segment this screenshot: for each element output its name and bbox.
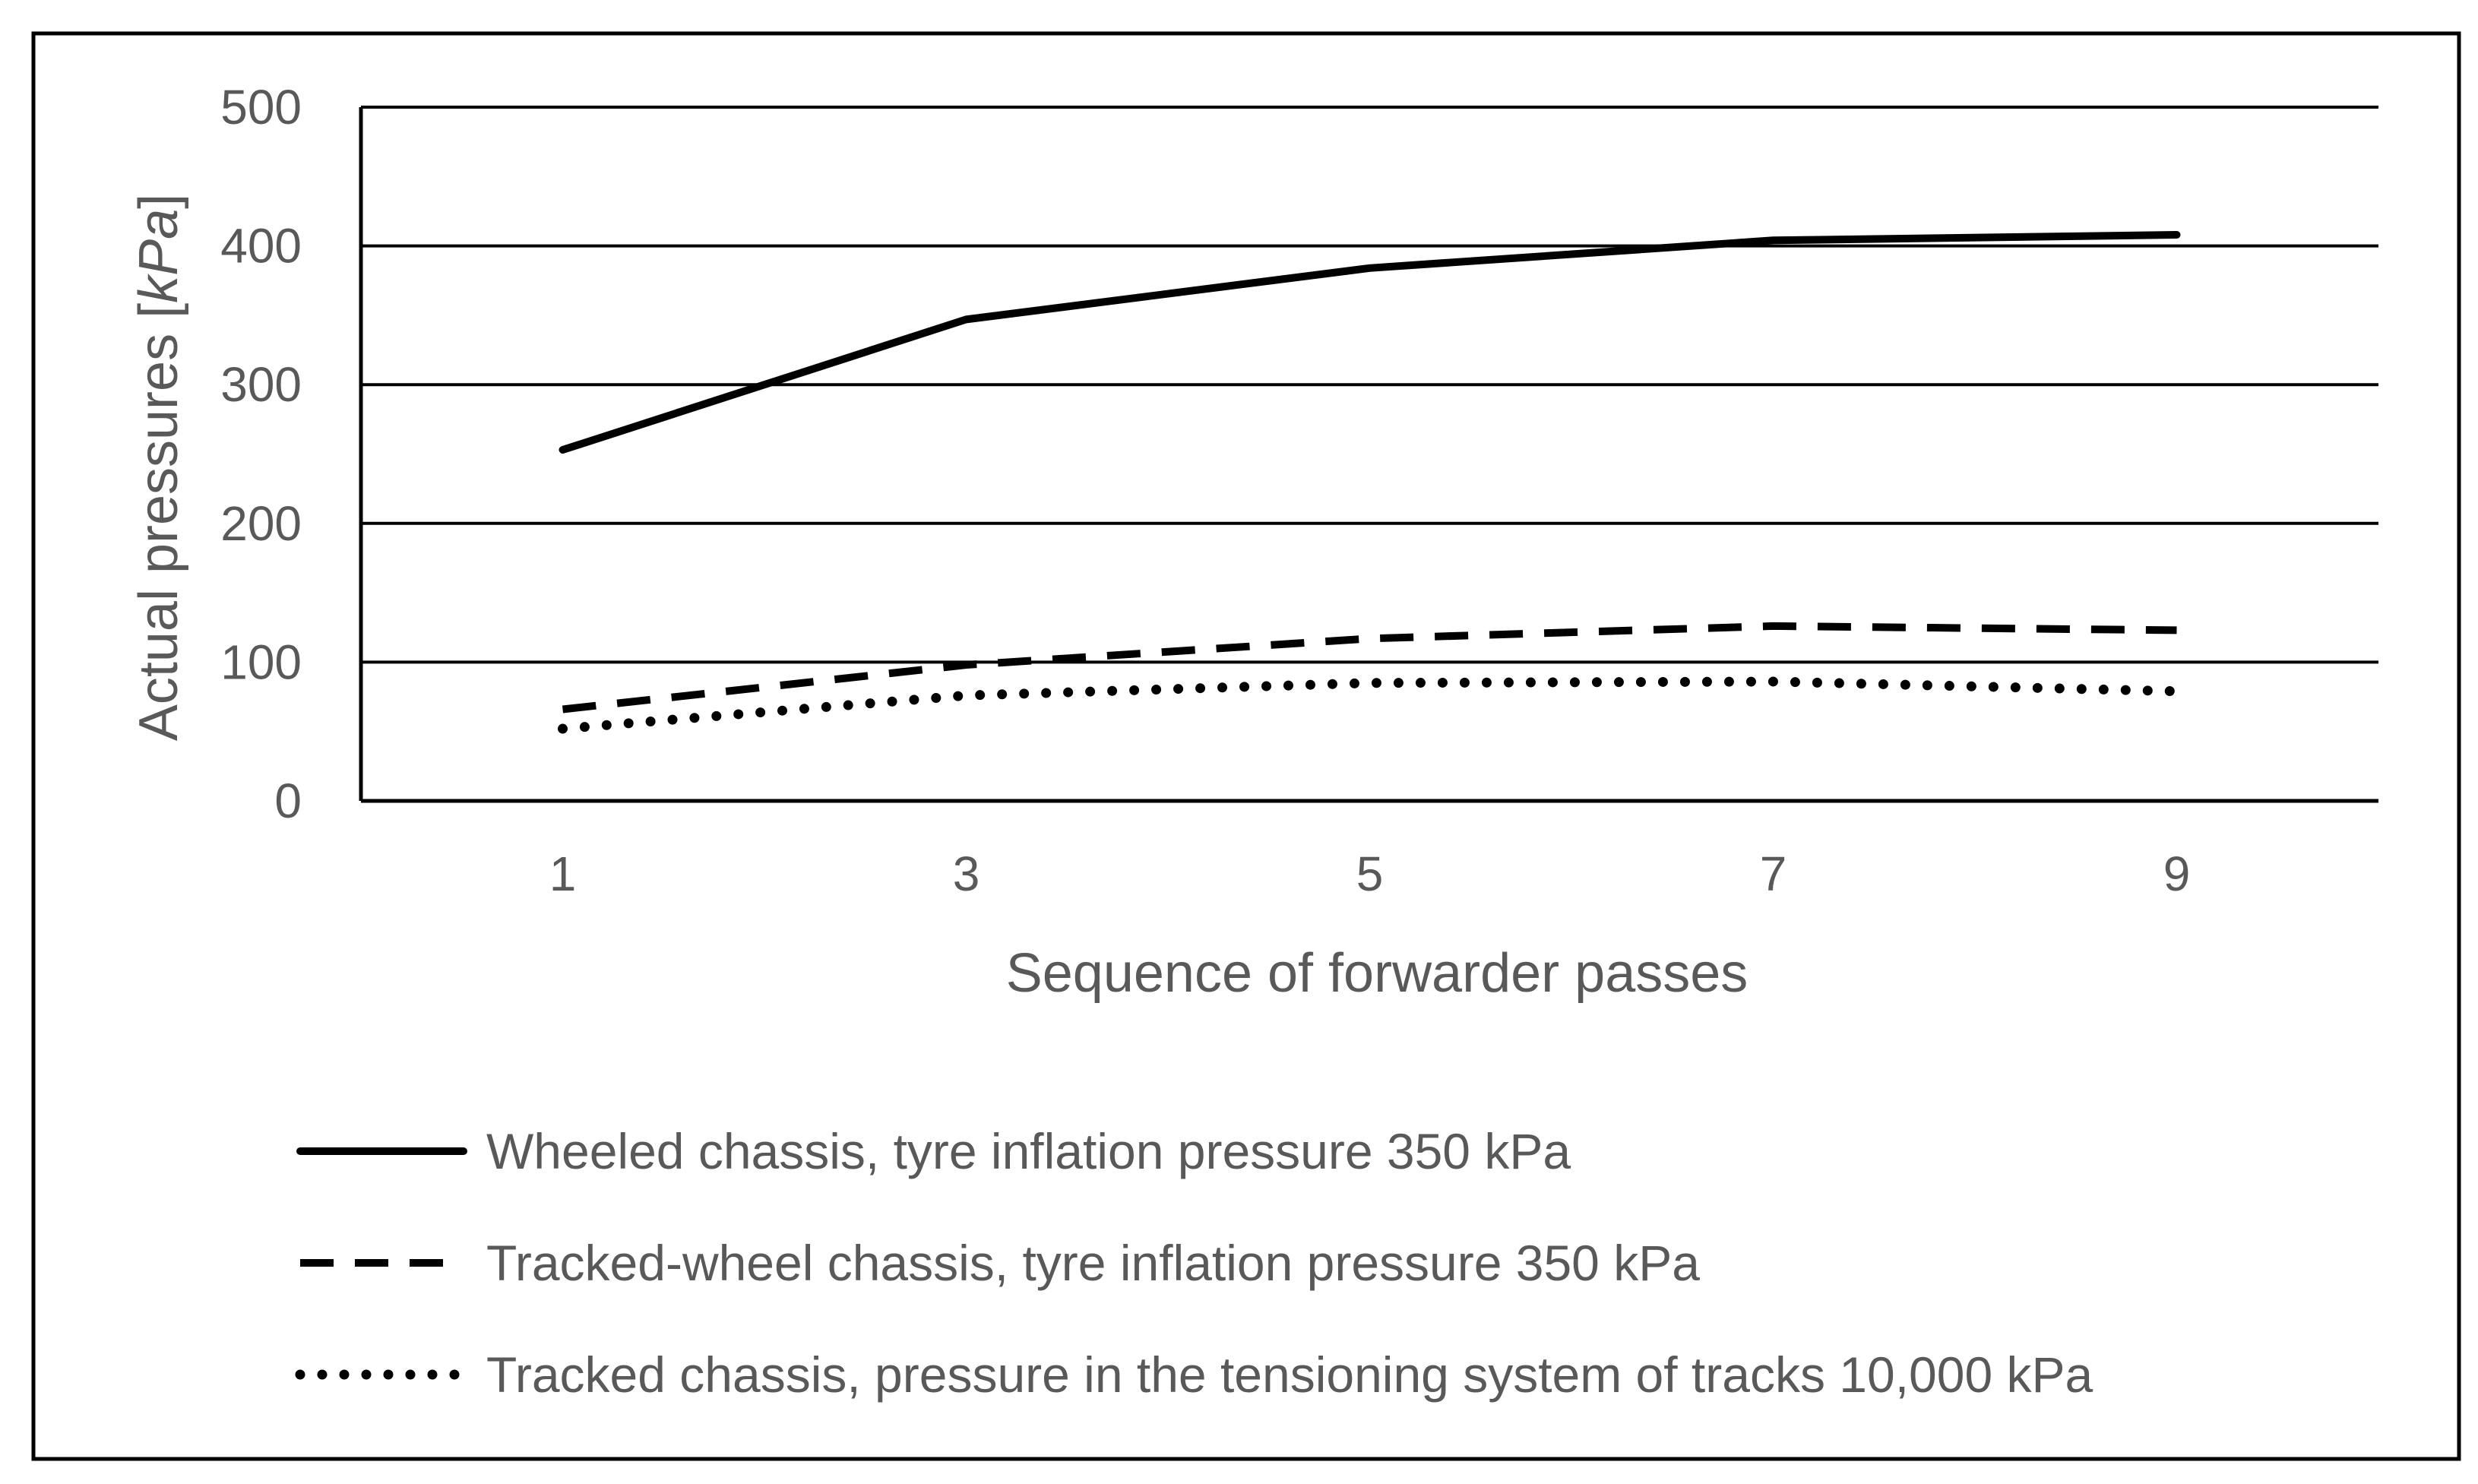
y-tick-label-0: 0 xyxy=(274,774,302,828)
x-axis-tick-labels: 1 3 5 7 9 xyxy=(549,846,2191,901)
y-axis-title: Actual pressures [kPa] xyxy=(128,194,189,741)
y-axis-title-unit: kPa xyxy=(128,209,189,303)
y-axis-tick-labels: 0 100 200 300 400 500 xyxy=(220,80,302,828)
x-tick-label-9: 9 xyxy=(2163,846,2191,901)
y-axis-title-text: Actual pressures xyxy=(128,334,189,741)
x-tick-label-3: 3 xyxy=(953,846,980,901)
x-tick-label-5: 5 xyxy=(1356,846,1384,901)
y-axis-title-bracket-close: ] xyxy=(128,194,189,209)
legend-label-solid: Wheeled chassis, tyre inflation pressure… xyxy=(486,1123,1571,1179)
y-tick-label-400: 400 xyxy=(220,219,302,274)
y-tick-label-100: 100 xyxy=(220,634,302,689)
legend-label-dashed: Tracked-wheel chassis, tyre inflation pr… xyxy=(486,1235,1700,1291)
y-tick-label-200: 200 xyxy=(220,496,302,551)
y-tick-label-300: 300 xyxy=(220,357,302,412)
legend-label-dotted: Tracked chassis, pressure in the tension… xyxy=(486,1346,2093,1403)
gridlines xyxy=(359,106,2378,803)
x-axis-title: Sequence of forwarder passes xyxy=(1006,943,1749,1004)
legend: Wheeled chassis, tyre inflation pressure… xyxy=(295,1123,2093,1403)
series-line-dotted xyxy=(558,676,2182,734)
data-series xyxy=(558,230,2182,734)
y-axis-title-bracket-open: [ xyxy=(128,303,189,334)
chart-border xyxy=(31,31,2461,1461)
series-line-solid xyxy=(559,230,2181,454)
y-axis-title-group: Actual pressures [kPa] xyxy=(128,194,189,741)
x-tick-label-1: 1 xyxy=(549,846,577,901)
y-tick-label-500: 500 xyxy=(220,80,302,134)
x-tick-label-7: 7 xyxy=(1760,846,1787,901)
